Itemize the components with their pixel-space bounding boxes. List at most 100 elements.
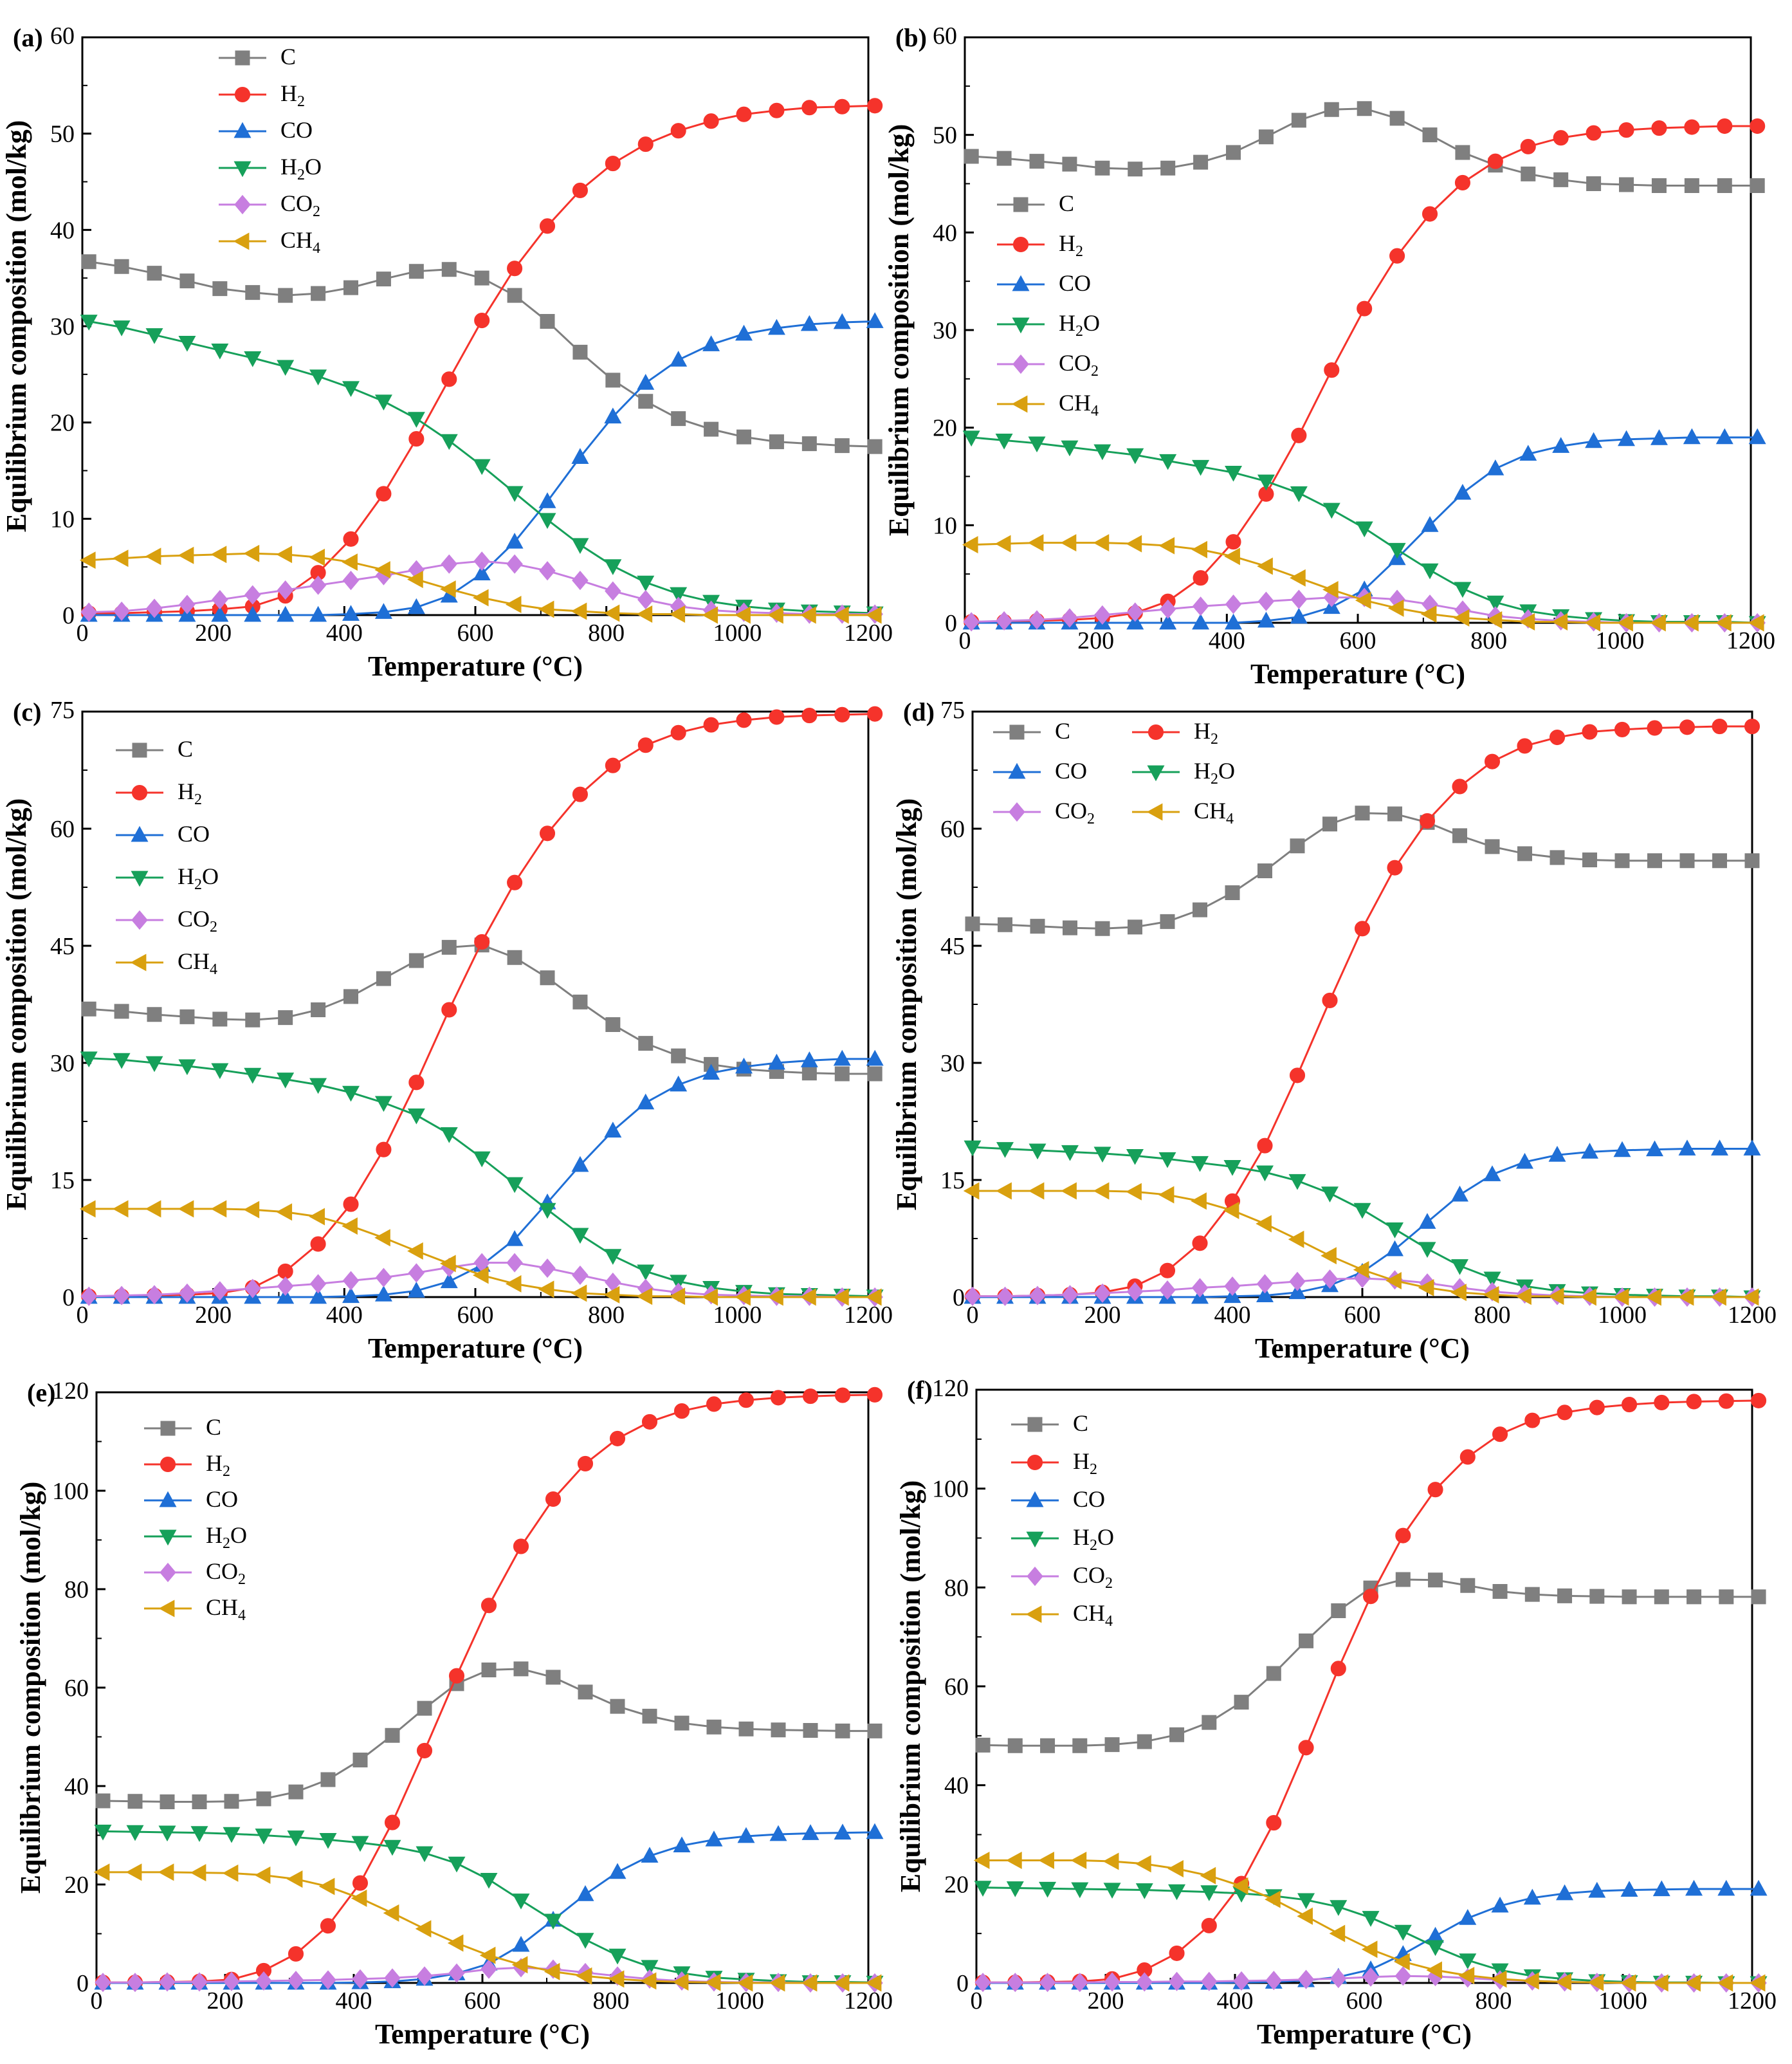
y-tick-label: 75	[50, 697, 75, 724]
data-point	[1427, 1482, 1443, 1498]
data-point	[1652, 1974, 1669, 1992]
data-point	[1516, 1152, 1533, 1169]
data-point	[1158, 1152, 1176, 1168]
data-point	[833, 1288, 849, 1306]
legend-label: CO	[1073, 1486, 1105, 1512]
data-point	[1126, 1282, 1144, 1302]
data-point	[277, 1276, 294, 1296]
legend-label: H2O	[206, 1522, 247, 1551]
data-point	[1159, 1280, 1176, 1300]
data-point	[507, 874, 523, 890]
data-point	[505, 1275, 522, 1293]
data-point	[288, 1784, 304, 1800]
plot-frame	[95, 1391, 870, 1984]
data-point	[1297, 1907, 1313, 1925]
data-point	[1748, 614, 1764, 632]
data-point	[506, 1253, 523, 1273]
data-point	[605, 581, 621, 601]
data-point	[146, 1285, 163, 1305]
data-point	[1455, 145, 1470, 160]
data-point	[408, 431, 425, 447]
legend-marker	[131, 784, 148, 801]
data-point	[480, 1872, 498, 1889]
data-point	[1257, 591, 1275, 611]
data-point	[1093, 444, 1111, 461]
legend-label: CO	[178, 821, 210, 847]
data-point	[1103, 1883, 1121, 1899]
data-point	[736, 712, 752, 728]
data-point	[1683, 614, 1699, 632]
y-tick-label: 20	[64, 1872, 89, 1899]
legend-marker	[1027, 1566, 1043, 1587]
data-point	[1650, 614, 1666, 632]
data-point	[1524, 1412, 1541, 1428]
data-point	[641, 1847, 659, 1863]
data-point	[866, 1387, 883, 1403]
data-point	[670, 1075, 688, 1092]
data-point	[1679, 853, 1695, 869]
y-tick-label: 80	[64, 1576, 89, 1603]
data-point	[383, 1904, 399, 1922]
data-point	[1158, 537, 1175, 555]
data-point	[703, 717, 719, 733]
legend-marker	[1146, 803, 1163, 821]
y-tick-label: 80	[944, 1574, 969, 1601]
data-point	[288, 1946, 304, 1962]
data-point	[996, 1286, 1014, 1306]
data-point	[1550, 850, 1565, 865]
x-tick-label: 1000	[1595, 627, 1644, 654]
data-point	[706, 1396, 722, 1412]
data-point	[1192, 1235, 1208, 1251]
data-point	[998, 917, 1012, 932]
data-point	[1622, 1397, 1638, 1413]
data-point	[1750, 178, 1765, 194]
data-point	[408, 1263, 425, 1283]
data-point	[94, 1824, 112, 1841]
legend-item-co2: CO2	[993, 798, 1095, 827]
data-point	[670, 123, 686, 139]
data-point	[576, 1933, 594, 1949]
data-point	[309, 575, 327, 595]
data-point	[448, 1668, 465, 1684]
legend-item-co2: CO2	[116, 906, 217, 935]
data-point	[605, 373, 621, 388]
data-point	[1421, 563, 1439, 580]
data-point	[1389, 248, 1405, 264]
data-point	[608, 1863, 626, 1879]
legend-item-ch4: CH4	[144, 1594, 246, 1624]
data-point	[1330, 1661, 1346, 1677]
data-point	[178, 1059, 196, 1076]
data-point	[767, 1288, 783, 1306]
data-point	[833, 606, 849, 624]
legend-label: CO2	[206, 1558, 246, 1587]
data-point	[286, 1870, 303, 1888]
x-tick-label: 0	[971, 1987, 983, 2014]
data-point	[1458, 1966, 1475, 1984]
data-point	[376, 272, 391, 287]
data-point	[244, 1067, 262, 1084]
data-point	[867, 98, 883, 114]
data-point	[577, 1455, 594, 1471]
panel-label: (e)	[27, 1378, 55, 1407]
data-point	[974, 1973, 991, 1993]
y-tick-label: 0	[62, 602, 75, 629]
data-point	[867, 439, 882, 454]
series-line-c	[102, 1668, 875, 1803]
data-point	[408, 264, 424, 279]
data-point	[311, 1002, 326, 1017]
data-point	[1256, 1274, 1274, 1294]
data-point	[1234, 1695, 1249, 1710]
data-point	[605, 1017, 621, 1033]
legend-marker	[159, 1529, 177, 1546]
data-point	[1266, 1666, 1281, 1681]
data-point	[179, 1283, 196, 1304]
data-point	[375, 1267, 392, 1287]
data-point	[472, 1266, 489, 1284]
data-point	[126, 1825, 144, 1841]
data-point	[1421, 516, 1439, 532]
x-tick-label: 200	[1088, 1987, 1124, 2014]
data-point	[769, 434, 784, 450]
data-point	[1029, 154, 1045, 169]
y-tick-label: 60	[50, 23, 75, 50]
x-tick-label: 200	[195, 620, 232, 647]
